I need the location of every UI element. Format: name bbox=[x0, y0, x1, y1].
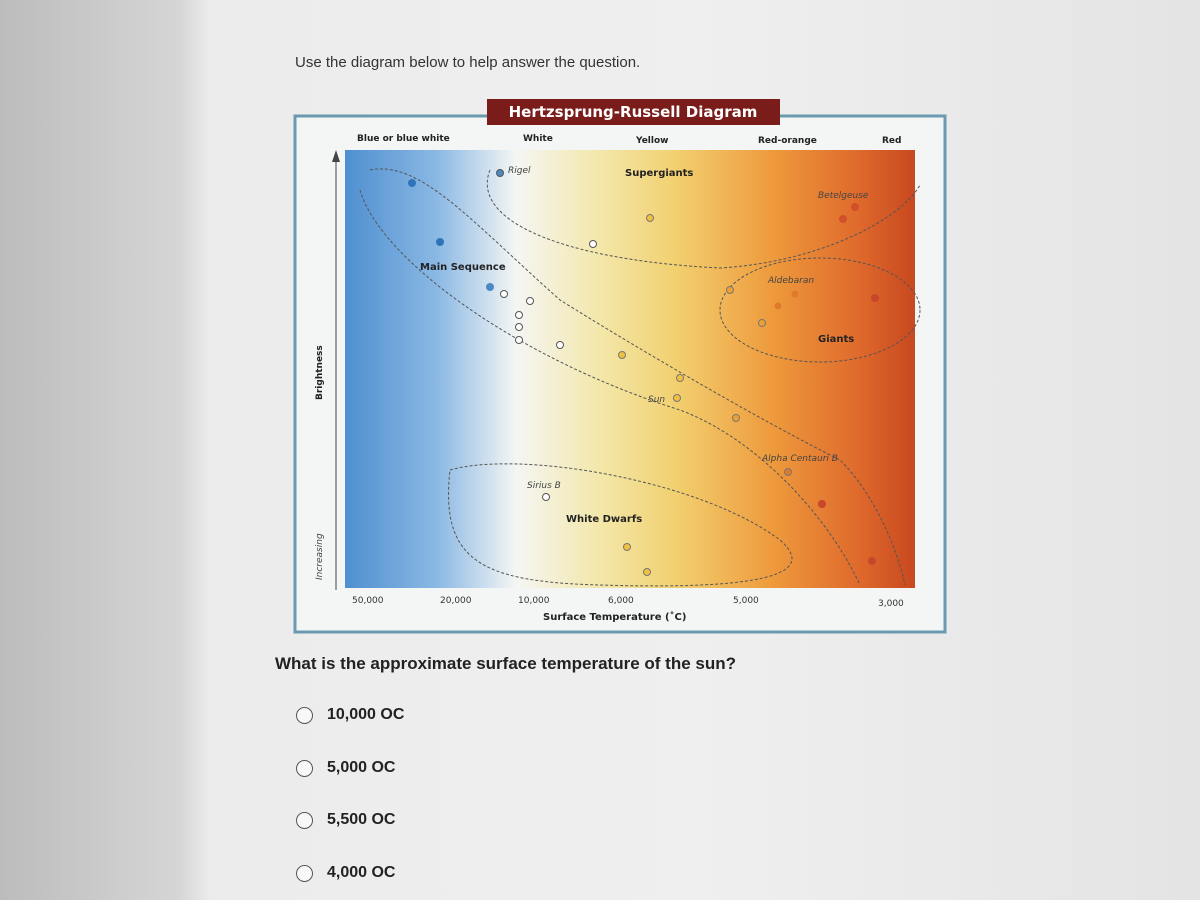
answer-option[interactable]: 4,000 OC bbox=[296, 864, 395, 882]
star-dot bbox=[646, 214, 654, 222]
star-dot bbox=[436, 238, 444, 246]
color-label: Blue or blue white bbox=[357, 134, 450, 144]
star-dot bbox=[676, 374, 684, 382]
star-name: Aldebaran bbox=[767, 276, 814, 286]
star-name: Rigel bbox=[508, 166, 531, 176]
star-dot bbox=[673, 394, 681, 402]
question: What is the approximate surface temperat… bbox=[275, 654, 736, 673]
star-dot bbox=[486, 283, 494, 291]
x-tick-label: 20,000 bbox=[440, 596, 472, 606]
star-dot bbox=[758, 319, 766, 327]
radio-button[interactable] bbox=[296, 811, 313, 829]
radio-button[interactable] bbox=[296, 706, 313, 724]
x-tick-label: 50,000 bbox=[352, 596, 384, 606]
answer-option[interactable]: 5,500 OC bbox=[296, 811, 395, 829]
y-axis-arrowhead bbox=[332, 150, 340, 162]
star-dot bbox=[589, 240, 597, 248]
diagram-title: Hertzsprung-Russell Diagram bbox=[509, 103, 758, 121]
star-dot bbox=[839, 215, 847, 223]
option-label: 5,000 OC bbox=[327, 759, 396, 776]
star-dot bbox=[515, 311, 523, 319]
region-label: Main Sequence bbox=[420, 262, 506, 273]
star-dot bbox=[643, 568, 651, 576]
region-label: Giants bbox=[818, 334, 854, 345]
star-name: Sun bbox=[648, 395, 665, 405]
x-tick-label: 3,000 bbox=[878, 599, 904, 609]
region-label: Supergiants bbox=[625, 168, 693, 179]
star-dot bbox=[732, 414, 740, 422]
radio-button[interactable] bbox=[296, 864, 313, 882]
x-tick-label: 5,000 bbox=[733, 596, 759, 606]
option-label: 10,000 OC bbox=[327, 706, 405, 723]
answer-option[interactable]: 5,000 OC bbox=[296, 759, 395, 777]
region-label: White Dwarfs bbox=[566, 514, 642, 525]
color-label: Red bbox=[882, 136, 901, 146]
temperature-gradient bbox=[345, 150, 915, 588]
y-axis-label: Brightness bbox=[315, 345, 325, 400]
star-name: Sirius B bbox=[527, 481, 561, 491]
star-dot bbox=[791, 290, 799, 298]
color-label: Yellow bbox=[635, 136, 668, 146]
color-label: Red-orange bbox=[758, 136, 817, 146]
star-dot bbox=[623, 543, 631, 551]
instruction: Use the diagram below to help answer the… bbox=[295, 54, 641, 71]
x-axis-label: Surface Temperature (˚C) bbox=[543, 611, 686, 623]
x-tick-label: 6,000 bbox=[608, 596, 634, 606]
star-dot bbox=[515, 323, 523, 331]
title-box bbox=[487, 99, 780, 125]
star-name: Betelgeuse bbox=[818, 191, 869, 201]
star-dot bbox=[818, 500, 826, 508]
star-dot bbox=[726, 286, 734, 294]
star-dot bbox=[500, 290, 508, 298]
star-dot bbox=[556, 341, 564, 349]
region-outlines bbox=[359, 168, 921, 587]
answer-option[interactable]: 10,000 OC bbox=[296, 706, 404, 724]
radio-button[interactable] bbox=[296, 759, 313, 777]
option-label: 4,000 OC bbox=[327, 864, 396, 881]
star-dot bbox=[868, 557, 876, 565]
x-tick-label: 10,000 bbox=[518, 596, 550, 606]
star-dot bbox=[618, 351, 626, 359]
star-dot bbox=[784, 468, 792, 476]
option-label: 5,500 OC bbox=[327, 811, 396, 828]
star-dot bbox=[526, 297, 534, 305]
star-dot bbox=[542, 493, 550, 501]
star-dot bbox=[774, 302, 782, 310]
star-dot bbox=[496, 169, 504, 177]
star-dot bbox=[871, 294, 879, 302]
y-axis-sublabel: Increasing bbox=[315, 533, 325, 580]
star-dots bbox=[408, 169, 879, 576]
hr-diagram: Hertzsprung-Russell Diagram Blue or blue… bbox=[293, 99, 947, 634]
color-label: White bbox=[523, 134, 553, 144]
star-name: Alpha Centauri B bbox=[761, 454, 838, 464]
star-dot bbox=[515, 336, 523, 344]
star-dot bbox=[408, 179, 416, 187]
star-dot bbox=[851, 203, 859, 211]
